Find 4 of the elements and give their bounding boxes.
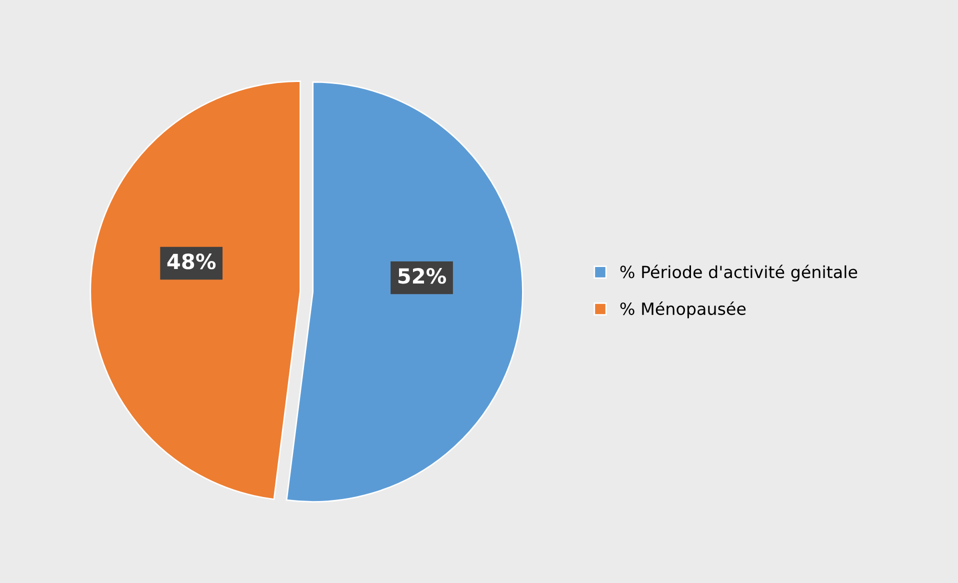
legend-label: % Ménopausée	[620, 302, 746, 318]
data-label: 52%	[398, 268, 446, 284]
legend-label: % Période d'activité génitale	[620, 264, 858, 282]
data-label: 48%	[167, 254, 216, 270]
